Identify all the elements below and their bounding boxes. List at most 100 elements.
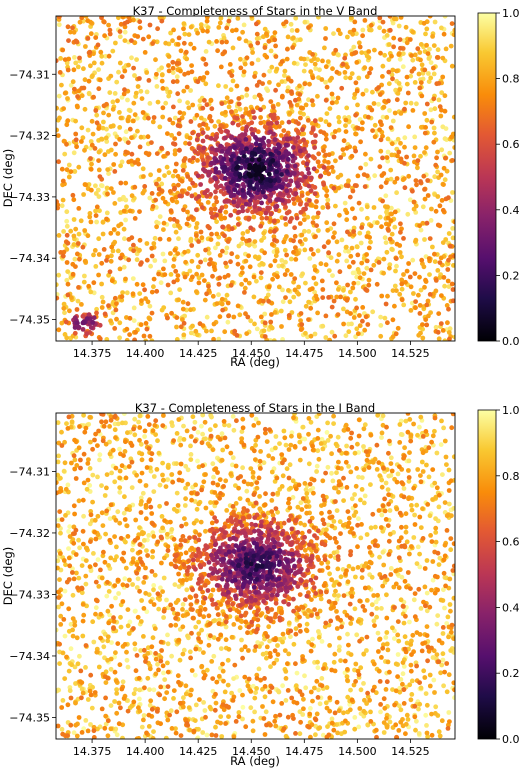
- star-point: [248, 318, 254, 324]
- star-point: [431, 677, 437, 683]
- star-point: [258, 120, 264, 126]
- star-point: [437, 733, 443, 739]
- star-point: [170, 59, 176, 65]
- star-point: [451, 263, 455, 268]
- star-point: [119, 74, 125, 80]
- star-point: [381, 270, 386, 276]
- star-point: [378, 50, 383, 56]
- star-point: [372, 122, 378, 128]
- star-point: [129, 151, 135, 157]
- star-point: [112, 295, 118, 301]
- star-point: [269, 64, 275, 70]
- star-point: [267, 198, 273, 204]
- star-point: [160, 195, 166, 201]
- star-point: [125, 607, 131, 612]
- star-point: [108, 73, 114, 79]
- star-point: [59, 82, 64, 88]
- v-plot-frame: [55, 15, 456, 342]
- star-point: [216, 617, 222, 623]
- star-point: [277, 155, 282, 161]
- star-point: [147, 333, 153, 339]
- star-point: [105, 634, 111, 640]
- star-point: [282, 73, 287, 78]
- v-y-axis-ticks: −74.31−74.32−74.33−74.34−74.35: [9, 68, 56, 327]
- v-y-axis-label: DEC (deg): [1, 149, 15, 207]
- star-point: [374, 467, 380, 472]
- star-point: [242, 132, 248, 137]
- star-point: [424, 101, 430, 107]
- star-point: [184, 84, 190, 90]
- star-point: [56, 22, 62, 28]
- star-point: [75, 64, 81, 70]
- star-point: [432, 106, 438, 112]
- star-point: [330, 66, 335, 72]
- star-point: [315, 310, 320, 316]
- star-point: [412, 271, 418, 276]
- star-point: [311, 56, 317, 61]
- star-point: [225, 161, 231, 167]
- star-point: [447, 336, 452, 341]
- star-point: [176, 223, 181, 229]
- star-point: [390, 625, 395, 631]
- star-point: [303, 102, 309, 108]
- star-point: [131, 242, 136, 248]
- star-point: [132, 416, 138, 422]
- star-point: [223, 135, 228, 141]
- star-point: [117, 137, 122, 142]
- star-point: [235, 203, 241, 209]
- star-point: [217, 208, 223, 214]
- star-point: [316, 151, 322, 157]
- star-point: [177, 98, 183, 104]
- star-point: [324, 220, 330, 226]
- star-point: [284, 188, 290, 194]
- star-point: [138, 322, 144, 328]
- y-tick-label: −74.34: [9, 252, 50, 265]
- star-point: [185, 100, 191, 106]
- star-point: [263, 210, 269, 216]
- star-point: [439, 25, 444, 31]
- star-point: [214, 39, 220, 44]
- star-point: [150, 119, 156, 125]
- star-point: [209, 106, 215, 112]
- star-point: [243, 258, 249, 264]
- star-point: [418, 287, 424, 293]
- star-point: [449, 63, 455, 69]
- star-point: [178, 68, 183, 74]
- star-point: [340, 147, 346, 153]
- star-point: [166, 54, 172, 59]
- star-point: [243, 128, 249, 133]
- star-point: [131, 118, 136, 124]
- star-point: [190, 274, 195, 280]
- star-point: [299, 193, 305, 199]
- star-point: [436, 504, 442, 510]
- star-point: [123, 276, 128, 282]
- star-point: [198, 182, 204, 187]
- star-point: [290, 495, 296, 500]
- star-point: [402, 106, 407, 112]
- star-point: [228, 87, 234, 93]
- star-point: [394, 241, 400, 247]
- star-point: [416, 71, 422, 77]
- star-point: [433, 208, 439, 214]
- star-point: [422, 584, 428, 590]
- star-point: [241, 119, 247, 125]
- star-point: [323, 700, 329, 706]
- star-point: [83, 665, 88, 670]
- star-point: [321, 244, 327, 250]
- star-point: [165, 315, 170, 321]
- star-point: [422, 237, 427, 242]
- star-point: [434, 450, 440, 456]
- star-point: [364, 252, 369, 257]
- star-point: [257, 142, 263, 148]
- star-point: [313, 66, 319, 71]
- star-point: [312, 191, 318, 197]
- star-point: [380, 133, 385, 139]
- star-point: [331, 413, 336, 419]
- star-point: [220, 224, 226, 230]
- star-point: [259, 137, 265, 143]
- star-point: [278, 308, 284, 314]
- star-point: [161, 227, 166, 233]
- star-point: [161, 670, 166, 676]
- star-point: [66, 668, 72, 674]
- star-point: [256, 92, 262, 98]
